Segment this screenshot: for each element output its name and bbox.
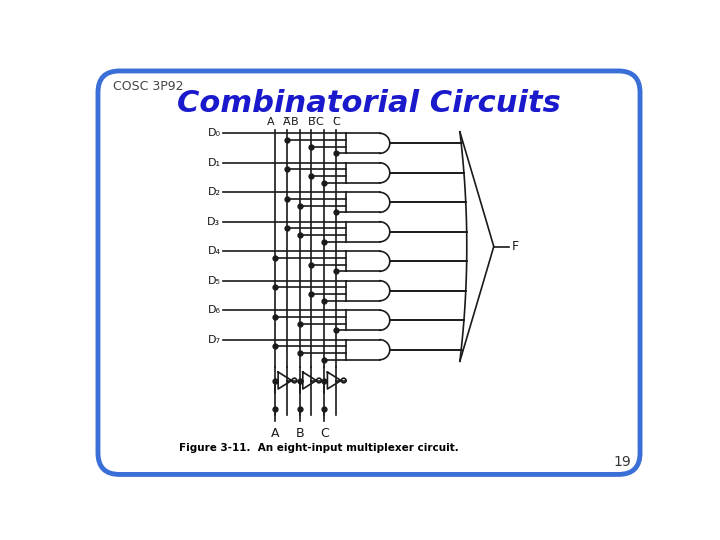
Text: B: B [295, 427, 304, 440]
Text: D₂: D₂ [207, 187, 220, 197]
Text: Figure 3-11.  An eight-input multiplexer circuit.: Figure 3-11. An eight-input multiplexer … [179, 443, 459, 453]
Text: D₅: D₅ [207, 276, 220, 286]
Text: 19: 19 [613, 455, 631, 469]
Text: A̅: A̅ [283, 117, 290, 127]
Text: D₄: D₄ [207, 246, 220, 256]
Text: B̅: B̅ [307, 117, 315, 127]
Text: D₀: D₀ [207, 129, 220, 138]
Text: D₆: D₆ [207, 305, 220, 315]
Text: A: A [266, 117, 274, 127]
Text: B: B [292, 117, 299, 127]
Text: C: C [320, 427, 329, 440]
Text: Combinatorial Circuits: Combinatorial Circuits [177, 89, 561, 118]
Text: C̅: C̅ [332, 117, 340, 127]
FancyBboxPatch shape [98, 71, 640, 475]
Text: COSC 3P92: COSC 3P92 [113, 80, 184, 93]
Text: C: C [316, 117, 323, 127]
Text: D₇: D₇ [207, 335, 220, 345]
Text: D₃: D₃ [207, 217, 220, 227]
Text: D₁: D₁ [207, 158, 220, 168]
Text: F: F [511, 240, 518, 253]
Text: A: A [271, 427, 279, 440]
